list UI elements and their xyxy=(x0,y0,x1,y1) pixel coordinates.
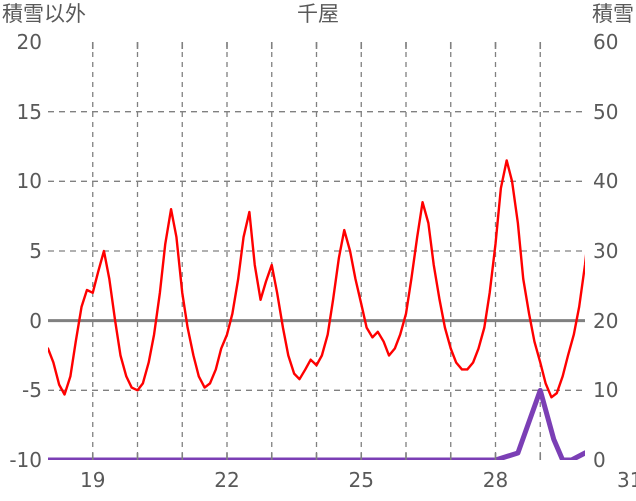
y-left-tick-label: 15 xyxy=(16,99,42,124)
y-left-tick-label: 10 xyxy=(16,169,42,194)
y-right-tick-label: 50 xyxy=(593,99,619,124)
y-left-tick-label: 5 xyxy=(29,239,42,263)
plot-area xyxy=(48,42,585,460)
x-tick-label: 31 xyxy=(617,468,636,492)
right-axis-title: 積雪 xyxy=(592,2,634,26)
plot-svg xyxy=(48,42,585,460)
y-right-tick-label: 60 xyxy=(593,30,619,54)
series-line-other xyxy=(48,159,585,399)
y-right-tick-label: 30 xyxy=(593,239,619,263)
y-left-tick-label: 20 xyxy=(16,30,42,54)
x-tick-label: 28 xyxy=(482,468,509,492)
y-right-tick-label: 10 xyxy=(593,378,619,403)
x-tick-label: 22 xyxy=(214,468,240,492)
y-right-tick-label: 20 xyxy=(593,308,619,333)
x-tick-marks xyxy=(91,42,542,460)
y-left-tick-label: -10 xyxy=(9,448,42,472)
chart-title: 千屋 xyxy=(297,2,339,26)
x-tick-label: 19 xyxy=(80,468,106,492)
x-tick-label: 25 xyxy=(348,468,374,492)
y-left-tick-label: -5 xyxy=(22,378,42,403)
y-left-tick-label: 0 xyxy=(29,308,42,333)
left-axis-title: 積雪以外 xyxy=(2,2,86,26)
y-right-tick-label: 0 xyxy=(593,448,606,472)
y-right-tick-label: 40 xyxy=(593,169,619,194)
